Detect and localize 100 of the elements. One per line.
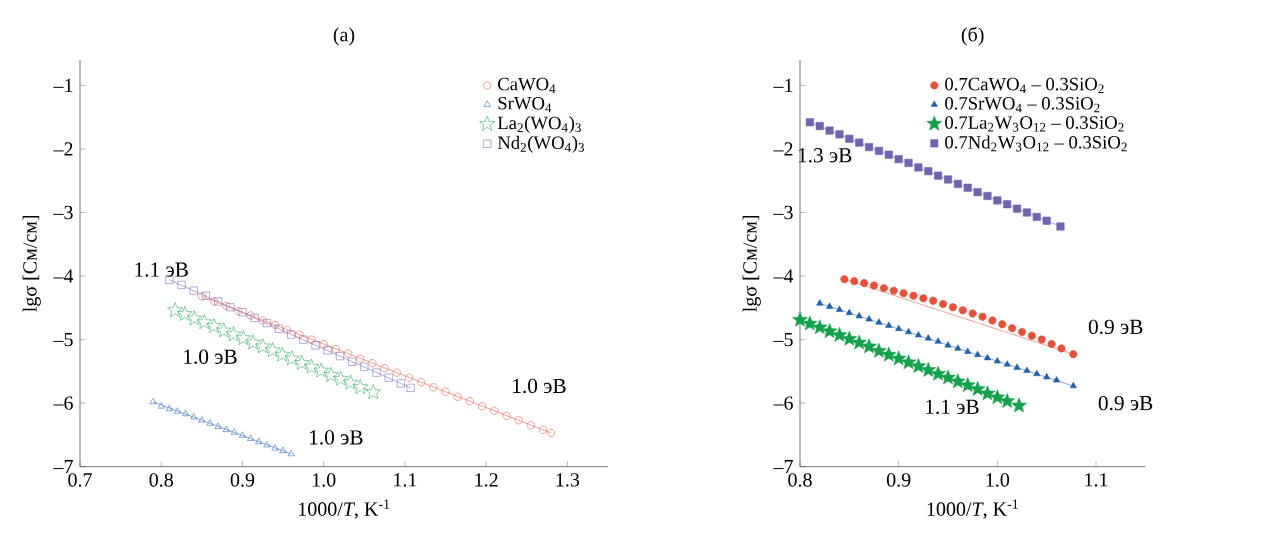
point [197, 292, 206, 301]
point [287, 330, 296, 339]
point [870, 281, 879, 290]
y-axis-title: lgσ [См/см] [742, 215, 761, 312]
point [826, 302, 834, 309]
y-axis-title: lgσ [См/см] [22, 215, 41, 312]
point [1069, 381, 1077, 389]
point [222, 425, 230, 432]
point [526, 421, 535, 430]
y-tick-label: –7 [773, 460, 793, 474]
point [1042, 216, 1051, 225]
point [255, 338, 271, 354]
y-tick-label: –2 [773, 142, 793, 156]
point [905, 327, 913, 335]
y-tick-label: –1 [773, 78, 793, 93]
point [815, 122, 824, 131]
point [851, 334, 867, 350]
point [323, 346, 332, 355]
point [490, 406, 499, 415]
point [186, 310, 203, 326]
point [1013, 363, 1021, 370]
point [216, 322, 232, 338]
point [238, 308, 247, 317]
point [365, 384, 381, 399]
point [417, 378, 426, 387]
point [1043, 373, 1051, 380]
point [284, 350, 300, 366]
point [954, 344, 962, 351]
point [960, 377, 976, 392]
point [865, 143, 874, 152]
point [189, 286, 198, 295]
point [958, 306, 967, 315]
point [884, 150, 893, 159]
point [940, 369, 956, 385]
point [969, 381, 986, 396]
point [890, 350, 907, 366]
point [307, 335, 316, 344]
x-axis-title: 1000/T, K$^{-1}$ [927, 499, 1018, 519]
point [429, 383, 438, 392]
x-tick-label: 1.0 [986, 473, 1010, 487]
x-axis-title: 1000/T, K$^{-1}$ [299, 499, 390, 519]
x-tick-label: 0.8 [149, 473, 173, 487]
x-tick-label: 1.3 [556, 473, 580, 487]
point [157, 402, 165, 409]
point [1023, 366, 1031, 373]
point [930, 365, 946, 381]
point [865, 315, 873, 322]
x-tick-label: 0.7 [68, 473, 92, 487]
legend-label: 0.7CaWO$_{4}$ – 0.3SiO$_{2}$ [945, 77, 1104, 94]
point [502, 411, 511, 420]
point [173, 407, 181, 414]
point [825, 126, 834, 135]
annotation: 1.1 эВ [926, 399, 979, 415]
point [352, 379, 368, 394]
point [792, 311, 808, 327]
point [342, 374, 359, 390]
point [950, 373, 966, 389]
point [245, 334, 261, 350]
point [313, 362, 329, 378]
point [201, 291, 210, 300]
point [821, 323, 838, 338]
point [547, 428, 556, 437]
point [924, 167, 933, 176]
point [920, 361, 936, 377]
point [816, 299, 824, 306]
point [909, 291, 918, 300]
point [478, 402, 487, 411]
point [885, 321, 893, 328]
point [331, 345, 340, 354]
y-tick-label: –4 [53, 269, 74, 283]
point [831, 327, 848, 342]
point [356, 354, 365, 363]
point [264, 342, 281, 357]
point [274, 346, 290, 362]
y-tick-label: –5 [773, 332, 793, 347]
annotation: 1.0 эВ [513, 378, 566, 394]
point [1057, 344, 1066, 353]
point [999, 393, 1015, 408]
point [979, 385, 996, 401]
point [1022, 208, 1031, 217]
point [939, 300, 948, 308]
point [1033, 369, 1041, 377]
point [234, 306, 243, 315]
point [835, 305, 843, 312]
point [149, 397, 157, 404]
point [934, 337, 942, 344]
point [255, 437, 263, 445]
legend-label: CaWO$_{4}$ [498, 77, 556, 94]
point [899, 289, 908, 298]
point [396, 379, 405, 388]
point [914, 163, 923, 172]
y-tick-label: –4 [773, 269, 794, 283]
point [802, 315, 818, 331]
point [973, 188, 982, 197]
point [983, 191, 992, 200]
point [1053, 376, 1061, 383]
point [167, 302, 183, 317]
point [335, 352, 344, 361]
point [279, 446, 287, 453]
y-tick-label: –6 [53, 396, 73, 410]
